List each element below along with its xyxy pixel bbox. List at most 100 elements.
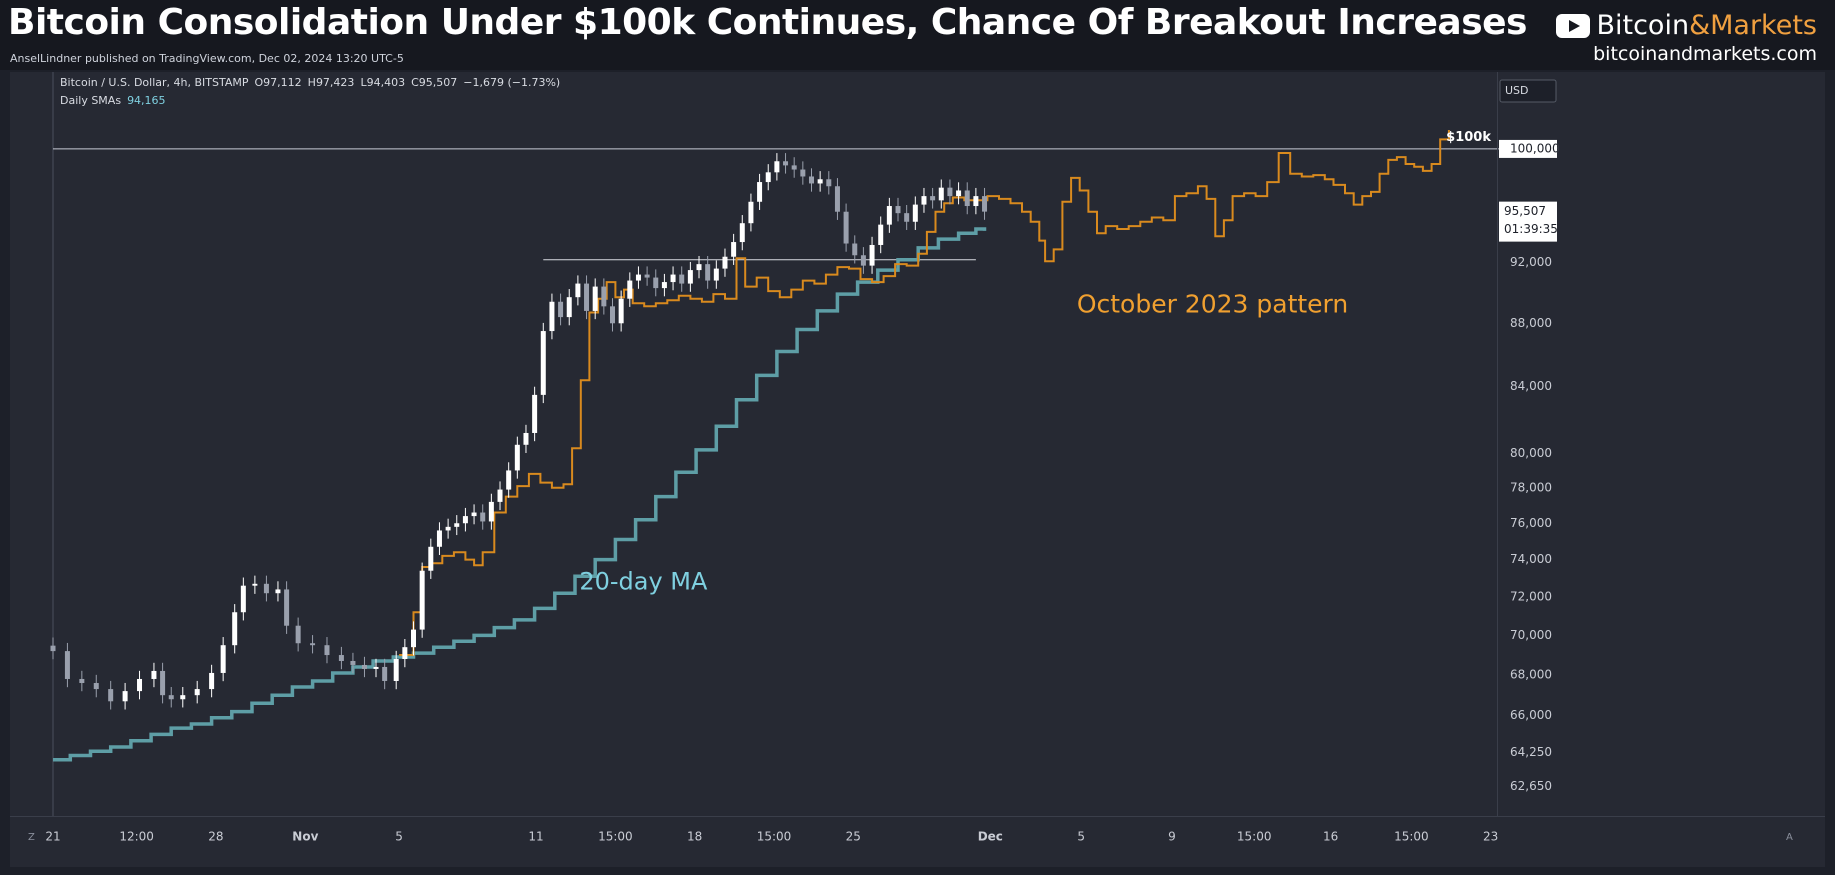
header-bar: Bitcoin Consolidation Under $100k Contin… [0, 0, 1835, 70]
page-title: Bitcoin Consolidation Under $100k Contin… [8, 2, 1527, 43]
candle-body [921, 196, 927, 205]
time-axis-right-corner[interactable]: A [1786, 832, 1793, 843]
price-axis[interactable]: USD 100,000100,00092,00088,00084,00080,0… [1497, 72, 1560, 816]
candle-body [757, 182, 763, 202]
legend-low: 94,403 [367, 76, 406, 89]
price-chart[interactable]: Bitcoin / U.S. Dollar, 4h, BITSTAMP O97,1… [10, 72, 1825, 867]
candle-body [713, 268, 719, 281]
time-tick-label: 5 [1077, 830, 1085, 844]
candle-body [64, 651, 70, 679]
candle-body [93, 683, 99, 690]
candle-body [338, 655, 344, 661]
publisher-byline: AnselLindner published on TradingView.co… [10, 52, 404, 65]
candle-body [532, 394, 538, 433]
candle-body [373, 666, 379, 669]
time-axis-left-corner[interactable]: Z [28, 832, 35, 843]
resistance-price-label: 100,000 [1510, 141, 1560, 155]
candle-body [436, 530, 442, 547]
candle-body [168, 695, 174, 700]
candle-body [774, 161, 780, 173]
currency-button[interactable] [1499, 79, 1557, 103]
candle-body [575, 283, 581, 298]
candle-body [722, 256, 728, 269]
price-tick-label: 74,000 [1510, 552, 1552, 566]
candle-body [488, 501, 494, 522]
candle-body [160, 670, 166, 696]
time-tick-label: 15:00 [1237, 830, 1272, 844]
youtube-play-icon [1556, 13, 1591, 38]
candle-body [886, 206, 892, 225]
time-tick-label: 21 [45, 830, 60, 844]
price-tick-label: 68,000 [1510, 667, 1552, 681]
candle-body [220, 645, 226, 673]
candle-body [350, 660, 356, 665]
time-tick-labels: 21 12:00 28 Nov 5 11 15:00 18 15:00 25 Dec 5 9 15:00 1… [45, 830, 1498, 844]
candle-body [393, 659, 399, 681]
candle-body [834, 186, 840, 212]
candle-body [480, 512, 486, 522]
candle-body [445, 526, 451, 531]
legend-close: 95,507 [419, 76, 458, 89]
candle-body [748, 201, 754, 224]
candle-body [471, 512, 477, 517]
price-tick-label: 72,000 [1510, 589, 1552, 603]
candle-body [411, 629, 416, 648]
candle-body [523, 432, 529, 445]
candle-body [609, 306, 615, 324]
pattern-label: October 2023 pattern [1077, 289, 1348, 318]
time-tick-label: 15:00 [598, 830, 633, 844]
candle-body [895, 206, 901, 214]
candle-body [497, 489, 503, 502]
legend-sma-value: 94,165 [127, 94, 166, 107]
candle-body [514, 444, 520, 471]
candle-body [843, 211, 849, 244]
candle-body [584, 283, 590, 311]
candle-body [653, 277, 659, 289]
price-tick-label: 66,000 [1510, 708, 1552, 722]
candle-body [982, 196, 988, 212]
brand-block[interactable]: Bitcoin&Markets bitcoinandmarkets.com [1556, 10, 1817, 65]
candle-body [419, 570, 425, 630]
candle-body [947, 187, 953, 197]
candle-body [739, 223, 745, 243]
countdown-label: 01:39:35 [1504, 222, 1558, 236]
brand-name-accent: &Markets [1689, 10, 1817, 41]
legend-open: 97,112 [263, 76, 302, 89]
candle-body [791, 165, 797, 170]
candle-body [361, 664, 367, 669]
price-tick-label: 88,000 [1510, 316, 1552, 330]
candle-body [566, 297, 572, 318]
time-tick-label: Dec [978, 830, 1003, 844]
candle-body [731, 242, 737, 257]
price-tick-label: 80,000 [1510, 446, 1552, 460]
candle-body [670, 274, 676, 283]
legend-low-label: L [360, 76, 367, 89]
time-tick-label: 23 [1483, 830, 1498, 844]
time-axis[interactable]: Z A 21 12:00 28 Nov 5 11 15:00 18 15:00 25 Dec 5 9 15… [10, 816, 1825, 844]
ma-layer [53, 227, 987, 762]
candle-body [454, 523, 460, 527]
candle-body [783, 161, 789, 166]
time-tick-label: 12:00 [119, 830, 154, 844]
brand-url[interactable]: bitcoinandmarkets.com [1593, 43, 1817, 65]
candle-body [627, 280, 633, 299]
candle-body [956, 190, 962, 197]
price-tick-label: 78,000 [1510, 480, 1552, 494]
candle-body [382, 666, 388, 681]
candle-body [618, 298, 624, 324]
price-tick-label: 70,000 [1510, 628, 1552, 642]
candle-body [122, 691, 128, 702]
candle-body [428, 546, 434, 571]
candle-body [973, 196, 979, 207]
candle-body [826, 179, 832, 187]
resistance-price-box [1499, 139, 1557, 158]
candle-body [209, 672, 215, 690]
candle-body [964, 190, 970, 207]
candle-body [275, 589, 281, 594]
chart-area[interactable]: Bitcoin / U.S. Dollar, 4h, BITSTAMP O97,1… [10, 72, 1825, 867]
time-tick-label: 15:00 [757, 830, 792, 844]
pattern-line [399, 130, 1450, 656]
last-price-label: 95,507 [1504, 204, 1546, 218]
candle-body [696, 264, 702, 271]
currency-label: USD [1505, 84, 1529, 97]
